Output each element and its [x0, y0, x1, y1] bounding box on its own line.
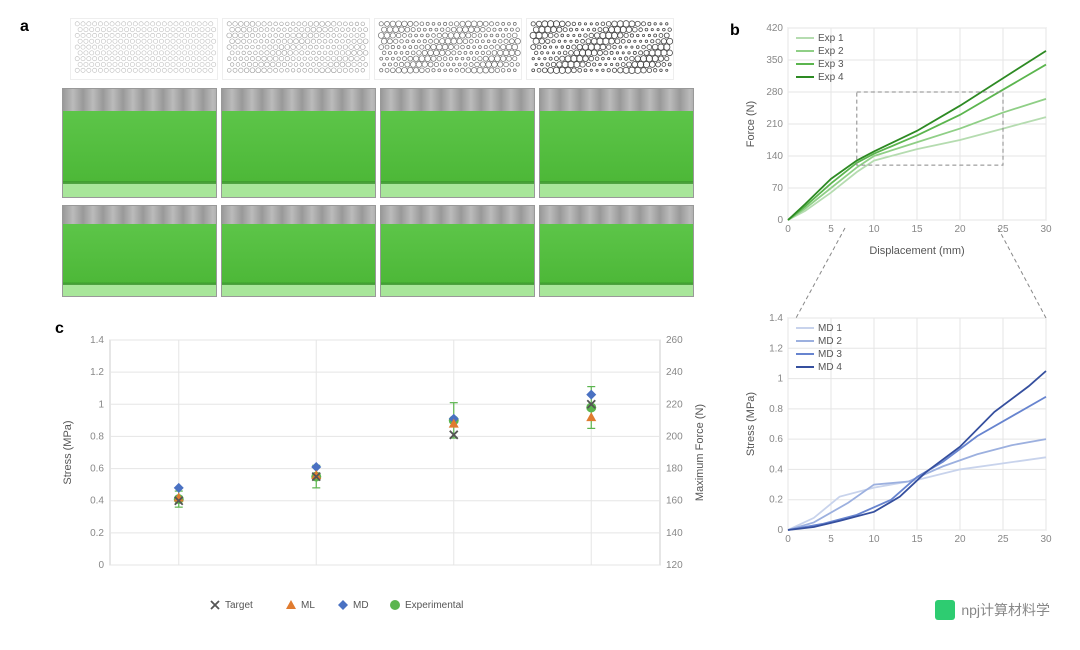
- svg-text:0.6: 0.6: [90, 464, 104, 475]
- svg-text:0.8: 0.8: [90, 431, 104, 442]
- svg-text:0.8: 0.8: [769, 404, 783, 415]
- svg-text:10: 10: [868, 224, 880, 235]
- svg-text:1.4: 1.4: [769, 313, 783, 324]
- svg-text:350: 350: [766, 55, 783, 66]
- panel-b-label: b: [730, 22, 740, 39]
- svg-text:MD: MD: [353, 600, 369, 611]
- svg-text:ML: ML: [301, 600, 315, 611]
- svg-text:MD 4: MD 4: [818, 362, 842, 373]
- svg-text:1: 1: [777, 374, 783, 385]
- svg-text:0: 0: [785, 534, 791, 545]
- chart-stress-md: 0 0.2 0.4 0.6 0.8 1 1.2 1.4 0 5 10 15 20 25 30 MD 1 MD 2…: [740, 300, 1060, 560]
- svg-text:MD 2: MD 2: [818, 336, 842, 347]
- svg-text:Exp 4: Exp 4: [818, 72, 844, 83]
- svg-text:280: 280: [766, 87, 783, 98]
- panel-a-label: a: [20, 18, 29, 35]
- svg-text:MD 3: MD 3: [818, 349, 842, 360]
- svg-text:210: 210: [766, 119, 783, 130]
- chart-stress-comparison: 0 0.2 0.4 0.6 0.8 1 1.2 1.4 120 140 160 180 200 220 24…: [55, 330, 715, 620]
- svg-text:1.2: 1.2: [769, 343, 783, 354]
- photo-top-2: [221, 88, 376, 198]
- photo-top-1: [62, 88, 217, 198]
- svg-text:0: 0: [785, 224, 791, 235]
- svg-text:5: 5: [828, 224, 834, 235]
- photo-bot-2: [221, 205, 376, 297]
- svg-text:0: 0: [777, 215, 783, 226]
- svg-text:0: 0: [777, 525, 783, 536]
- svg-text:Experimental: Experimental: [405, 600, 463, 611]
- svg-text:30: 30: [1040, 224, 1052, 235]
- svg-text:70: 70: [772, 183, 784, 194]
- svg-text:140: 140: [666, 528, 683, 539]
- svg-text:260: 260: [666, 335, 683, 346]
- svg-text:15: 15: [911, 224, 923, 235]
- svg-text:15: 15: [911, 534, 923, 545]
- svg-text:120: 120: [666, 560, 683, 571]
- svg-text:1: 1: [98, 399, 104, 410]
- svg-text:10: 10: [868, 534, 880, 545]
- svg-text:Exp 2: Exp 2: [818, 46, 844, 57]
- svg-text:160: 160: [666, 496, 683, 507]
- svg-text:0.6: 0.6: [769, 434, 783, 445]
- svg-text:Stress (MPa): Stress (MPa): [62, 420, 74, 484]
- svg-text:25: 25: [997, 224, 1009, 235]
- svg-text:Maximum Force (N): Maximum Force (N): [694, 404, 706, 501]
- svg-text:240: 240: [666, 367, 683, 378]
- watermark: npj计算材料学: [935, 600, 1050, 620]
- svg-text:0: 0: [98, 560, 104, 571]
- chart-force-displacement: 0 70 140 210 280 350 420 0 5 10 15 20 25 30 Exp 1 Exp 2…: [740, 18, 1060, 258]
- svg-text:0.2: 0.2: [769, 495, 783, 506]
- svg-text:Target: Target: [225, 600, 253, 611]
- svg-text:Force (N): Force (N): [745, 101, 757, 147]
- svg-text:140: 140: [766, 151, 783, 162]
- svg-text:420: 420: [766, 23, 783, 34]
- svg-text:20: 20: [954, 534, 966, 545]
- photo-bot-3: [380, 205, 535, 297]
- svg-text:5: 5: [828, 534, 834, 545]
- diagram-2: [222, 18, 370, 80]
- svg-text:200: 200: [666, 431, 683, 442]
- diagram-3: [374, 18, 522, 80]
- diagram-4: [526, 18, 674, 80]
- svg-text:180: 180: [666, 464, 683, 475]
- svg-text:0.4: 0.4: [769, 464, 783, 475]
- svg-text:220: 220: [666, 399, 683, 410]
- wechat-icon: [935, 600, 955, 620]
- photo-top-4: [539, 88, 694, 198]
- svg-text:Displacement (mm): Displacement (mm): [869, 245, 964, 257]
- svg-text:1.2: 1.2: [90, 367, 104, 378]
- svg-text:Exp 3: Exp 3: [818, 59, 844, 70]
- svg-text:20: 20: [954, 224, 966, 235]
- photo-top-3: [380, 88, 535, 198]
- svg-text:25: 25: [997, 534, 1009, 545]
- svg-text:0.4: 0.4: [90, 496, 104, 507]
- svg-text:Stress (MPa): Stress (MPa): [745, 392, 757, 456]
- svg-text:0.2: 0.2: [90, 528, 104, 539]
- svg-text:30: 30: [1040, 534, 1052, 545]
- svg-text:1.4: 1.4: [90, 335, 104, 346]
- photo-bot-4: [539, 205, 694, 297]
- photo-bot-1: [62, 205, 217, 297]
- watermark-text: npj计算材料学: [961, 600, 1050, 620]
- svg-text:MD 1: MD 1: [818, 323, 842, 334]
- svg-text:Exp 1: Exp 1: [818, 33, 844, 44]
- diagram-1: [70, 18, 218, 80]
